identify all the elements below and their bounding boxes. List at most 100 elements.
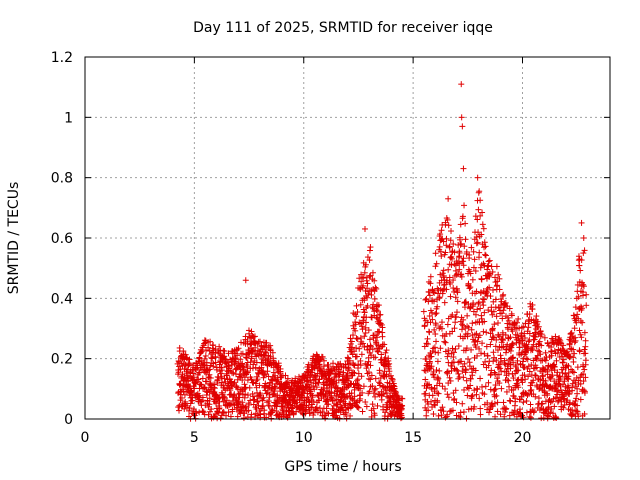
data-point	[367, 376, 374, 383]
data-point	[498, 385, 505, 392]
x-tick-label: 0	[81, 430, 90, 446]
data-point	[482, 252, 489, 259]
data-point	[425, 278, 432, 285]
chart-title: Day 111 of 2025, SRMTID for receiver iqq…	[193, 20, 493, 36]
data-point	[271, 388, 278, 395]
data-point	[187, 400, 194, 407]
data-point	[242, 403, 249, 410]
data-point	[577, 396, 584, 403]
data-point	[229, 408, 236, 415]
x-tick-label: 10	[295, 430, 313, 446]
data-point	[233, 395, 240, 402]
data-point	[282, 372, 289, 379]
data-point	[257, 411, 264, 418]
data-point	[438, 253, 445, 260]
data-point	[495, 320, 502, 327]
data-point	[448, 228, 455, 235]
data-point	[221, 375, 228, 382]
data-point	[482, 251, 489, 258]
data-point	[451, 349, 458, 356]
data-point	[460, 165, 467, 172]
data-point	[570, 369, 577, 376]
data-point	[239, 399, 246, 406]
data-point	[356, 345, 363, 352]
y-tick-label: 0.4	[51, 291, 73, 307]
data-point	[176, 344, 183, 351]
data-point	[235, 391, 242, 398]
data-point	[438, 227, 445, 234]
data-point	[313, 384, 320, 391]
data-point	[582, 337, 589, 344]
data-point	[474, 174, 481, 181]
data-point	[325, 401, 332, 408]
data-point	[246, 384, 253, 391]
data-point	[248, 411, 255, 418]
data-point	[480, 361, 487, 368]
data-point	[452, 345, 459, 352]
data-point	[433, 338, 440, 345]
data-point	[298, 393, 305, 400]
data-point	[488, 263, 495, 270]
data-point	[193, 391, 200, 398]
data-point	[244, 377, 251, 384]
data-point	[256, 382, 263, 389]
data-point	[216, 343, 223, 350]
data-point	[462, 236, 469, 243]
data-point	[264, 368, 271, 375]
data-point	[266, 391, 273, 398]
data-point	[573, 395, 580, 402]
data-point	[443, 235, 450, 242]
data-point	[379, 333, 386, 340]
data-point	[474, 239, 481, 246]
data-point	[436, 243, 443, 250]
x-tick-label: 15	[404, 430, 422, 446]
data-point	[494, 408, 501, 415]
data-point	[245, 407, 252, 414]
data-point	[362, 329, 369, 336]
data-point	[581, 366, 588, 373]
data-point	[209, 355, 216, 362]
data-point	[460, 409, 467, 416]
data-point	[260, 394, 267, 401]
data-point	[188, 391, 195, 398]
data-point	[367, 244, 374, 251]
data-point	[574, 364, 581, 371]
data-point	[275, 362, 282, 369]
x-tick-label: 20	[514, 430, 532, 446]
data-point	[247, 397, 254, 404]
data-point	[444, 321, 451, 328]
data-point	[423, 412, 430, 419]
data-point	[476, 249, 483, 256]
data-point	[480, 225, 487, 232]
data-point	[442, 339, 449, 346]
data-point	[485, 258, 492, 265]
data-point	[205, 411, 212, 418]
data-point	[259, 397, 266, 404]
data-point	[582, 350, 589, 357]
data-point	[283, 380, 290, 387]
data-point	[482, 358, 489, 365]
data-point	[269, 349, 276, 356]
data-point	[477, 197, 484, 204]
data-point	[486, 257, 493, 264]
data-point	[482, 383, 489, 390]
data-point	[378, 396, 385, 403]
data-point	[523, 398, 530, 405]
data-point	[500, 399, 507, 406]
data-point	[476, 395, 483, 402]
data-point	[309, 394, 316, 401]
data-point	[242, 333, 249, 340]
data-point	[475, 206, 482, 213]
data-point	[175, 369, 182, 376]
data-point	[376, 367, 383, 374]
data-point	[233, 365, 240, 372]
data-point	[185, 360, 192, 367]
data-point	[263, 390, 270, 397]
data-point	[248, 328, 255, 335]
x-tick-label: 5	[190, 430, 199, 446]
data-point	[491, 386, 498, 393]
data-point	[320, 357, 327, 364]
data-point	[503, 405, 510, 412]
data-point	[242, 391, 249, 398]
data-point	[479, 296, 486, 303]
